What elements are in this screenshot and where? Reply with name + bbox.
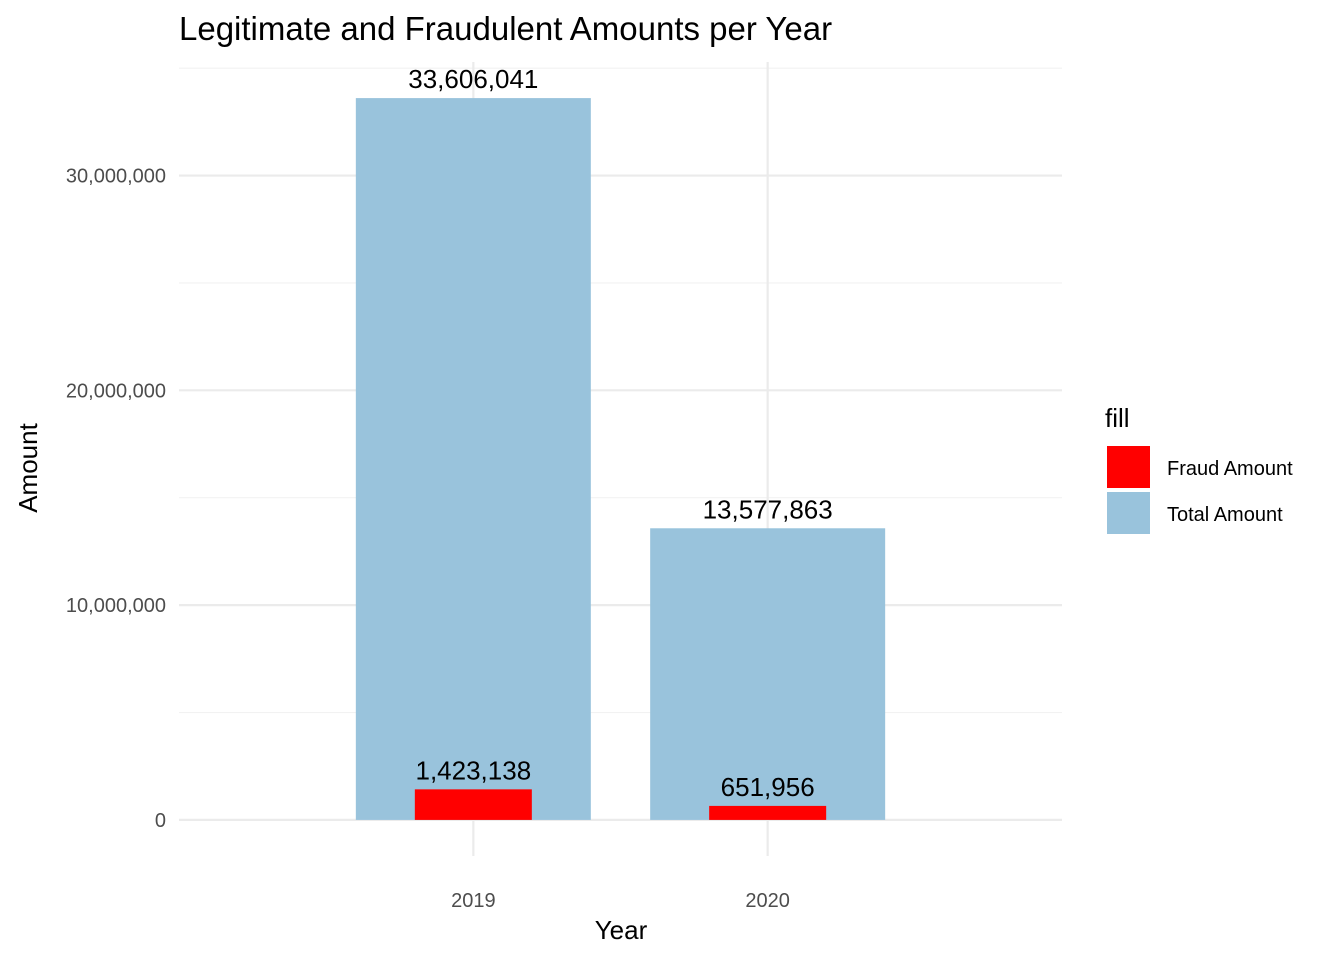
bars: [355, 98, 886, 820]
bar-total-amount-2019: [355, 98, 591, 820]
data-label-total-2019: 33,606,041: [408, 64, 538, 94]
chart-title: Legitimate and Fraudulent Amounts per Ye…: [179, 10, 832, 47]
data-label-fraud-2019: 1,423,138: [415, 755, 531, 785]
grid: [179, 62, 1062, 856]
bar-fraud-amount-2019: [414, 789, 532, 820]
bar-total-amount-2020: [650, 528, 886, 820]
y-tick-label: 0: [155, 810, 166, 832]
legend-title: fill: [1105, 403, 1130, 433]
x-tick-label: 2019: [451, 890, 496, 912]
bar-fraud-amount-2020: [709, 805, 827, 820]
legend-swatch: [1107, 446, 1150, 488]
y-tick-label: 10,000,000: [66, 595, 166, 617]
y-axis: 0 10,000,000 20,000,000 30,000,000: [66, 166, 166, 832]
x-axis-title: Year: [595, 915, 648, 945]
data-label-total-2020: 13,577,863: [703, 494, 833, 524]
y-axis-title: Amount: [13, 422, 43, 512]
x-tick-label: 2020: [745, 890, 790, 912]
legend-swatch: [1107, 492, 1150, 534]
legend-label: Fraud Amount: [1167, 458, 1293, 480]
legend: fill Fraud Amount Total Amount: [1105, 403, 1293, 534]
data-labels: 33,606,041 13,577,863 1,423,138 651,956: [408, 64, 832, 802]
data-label-fraud-2020: 651,956: [721, 772, 815, 802]
y-tick-label: 20,000,000: [66, 380, 166, 402]
x-axis: 2019 2020: [451, 890, 790, 912]
legend-label: Total Amount: [1167, 504, 1283, 526]
y-tick-label: 30,000,000: [66, 166, 166, 188]
